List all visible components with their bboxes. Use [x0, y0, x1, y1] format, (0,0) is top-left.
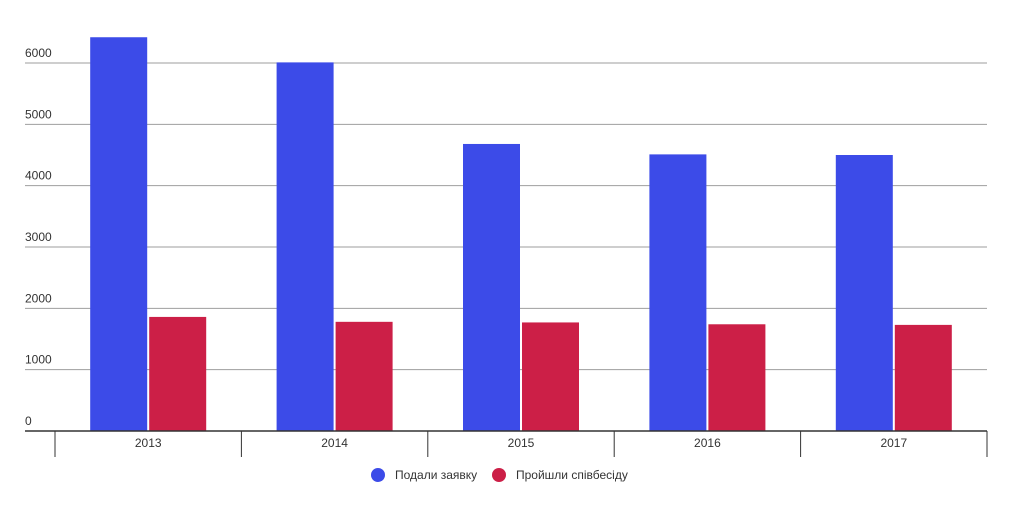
x-tick-label: 2013 [135, 436, 162, 450]
bar-2016-applied [649, 154, 707, 432]
x-axis: 2013 2014 2015 2016 2017 [25, 430, 988, 457]
y-axis-tick-labels: 0 1000 2000 3000 4000 5000 6000 [25, 46, 52, 428]
x-tick-label: 2017 [880, 436, 907, 450]
bar-2017-applied [835, 155, 893, 431]
x-tick-label: 2016 [694, 436, 721, 450]
bar-2013-interviewed [149, 316, 207, 431]
x-tick-label: 2015 [508, 436, 535, 450]
x-tick-label: 2014 [321, 436, 348, 450]
legend-label: Подали заявку [395, 468, 477, 482]
bar-2015-interviewed [522, 322, 579, 431]
legend-item: Пройшли співбесіду [492, 468, 628, 482]
bar-2017-interviewed [894, 324, 952, 431]
bar-2014-interviewed [335, 321, 393, 431]
y-tick-label: 0 [25, 414, 32, 428]
bar-2016-interviewed [708, 324, 766, 431]
legend: Подали заявку Пройшли співбесіду [371, 468, 628, 482]
y-tick-label: 5000 [25, 107, 52, 121]
bar-2014-applied [276, 62, 334, 432]
legend-marker [492, 468, 506, 482]
y-tick-label: 4000 [25, 169, 52, 183]
legend-marker [371, 468, 385, 482]
y-tick-label: 6000 [25, 46, 52, 60]
legend-label: Пройшли співбесіду [516, 468, 628, 482]
y-tick-label: 2000 [25, 291, 52, 305]
y-tick-label: 1000 [25, 353, 52, 367]
y-tick-label: 3000 [25, 230, 52, 244]
bar-2013-applied [90, 37, 148, 432]
bar-2015-applied [463, 143, 520, 431]
bars [90, 37, 952, 432]
legend-item: Подали заявку [371, 468, 477, 482]
